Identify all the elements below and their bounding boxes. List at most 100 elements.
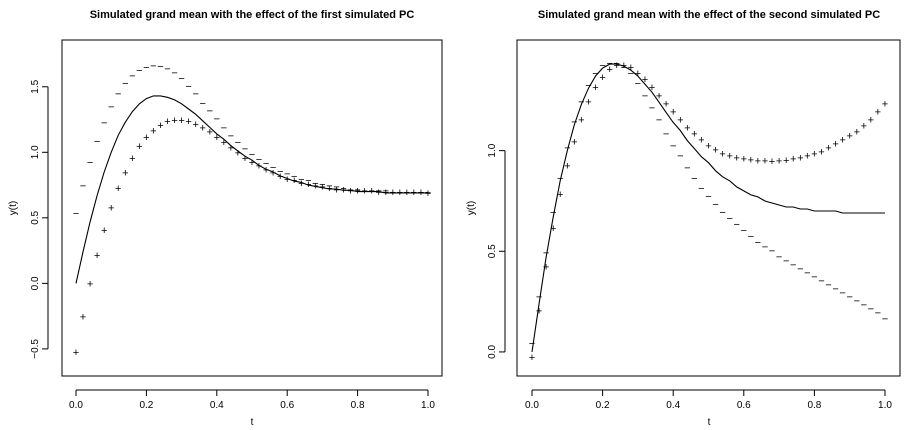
y-tick-label: 1.0 [487,143,498,157]
chart-title: Simulated grand mean with the effect of … [538,9,880,21]
series-point-mean-plus: + [94,250,100,262]
series-point-mean-minus: − [868,304,874,316]
series-point-mean-minus: − [776,251,782,263]
series-point-mean-plus: + [298,178,304,190]
series-point-mean-minus: − [263,158,269,170]
series-point-mean-minus: − [171,68,177,80]
series-point-mean-plus: + [143,132,149,144]
series-point-mean-plus: + [846,131,852,143]
panel-first-pc: Simulated grand mean with the effect of … [8,9,443,428]
series-point-mean-minus: − [599,60,605,72]
series-point-mean-minus: − [719,207,725,219]
series-point-mean-plus: + [291,175,297,187]
series-point-mean-plus: + [825,143,831,155]
series-point-mean-plus: + [762,156,768,168]
series-point-mean-minus: − [621,62,627,74]
series-point-mean-minus: − [305,175,311,187]
series-point-mean-minus: − [670,141,676,153]
series-point-mean-minus: − [368,186,374,198]
series-point-mean-minus: − [221,123,227,135]
series-point-mean-minus: − [185,81,191,93]
series-point-mean-plus: + [642,74,648,86]
series-point-mean-plus: + [649,82,655,94]
series-point-mean-plus: + [592,82,598,94]
series-point-mean-minus: − [762,241,768,253]
series-point-mean-minus: − [755,237,761,249]
plot-frame [61,39,443,377]
series-point-mean-plus: + [578,114,584,126]
series-point-mean-plus: + [361,186,367,198]
series-point-mean-minus: − [94,136,100,148]
x-tick-label: 0.0 [525,400,539,411]
series-point-mean-minus: − [150,61,156,73]
series-point-mean-plus: + [663,98,669,110]
series-point-mean-plus: + [235,148,241,160]
series-point-mean-plus: + [628,62,634,74]
series-point-mean-minus: − [846,292,852,304]
series-point-mean-minus: − [291,171,297,183]
series-point-mean-minus: − [418,187,424,199]
y-axis-label: y(t) [466,201,477,215]
series-point-mean-minus: − [698,183,704,195]
series-point-mean-plus: + [115,183,121,195]
series-point-mean-plus: + [571,137,577,149]
series-point-mean-minus: − [529,338,535,350]
series-point-mean-plus: + [242,153,248,165]
series-point-mean-minus: − [613,58,619,70]
series-point-mean-minus: − [354,184,360,196]
series-point-mean-plus: + [585,96,591,108]
series-point-mean-minus: − [684,163,690,175]
series-point-mean-minus: − [129,70,135,82]
series-point-mean-plus: + [383,187,389,199]
series-point-mean-minus: − [543,247,549,259]
y-tick-label: 0.0 [30,276,41,290]
y-tick-label: 0.5 [30,210,41,224]
series-point-mean-plus: + [564,161,570,173]
series-point-mean-plus: + [221,137,227,149]
x-axis-label: t [251,417,254,428]
series-point-mean-minus: − [178,73,184,85]
series-point-mean-plus: + [797,153,803,165]
series-point-mean-plus: + [790,154,796,166]
series-point-mean-minus: − [811,272,817,284]
series-point-mean-minus: − [733,219,739,231]
series-point-mean-minus: − [411,187,417,199]
series-point-mean-minus: − [249,149,255,161]
series-point-mean-plus: + [185,116,191,128]
series-point-mean-minus: − [312,178,318,190]
series-point-mean-plus: + [340,184,346,196]
series-point-mean-plus: + [192,119,198,131]
series-point-mean-plus: + [157,120,163,132]
series-point-mean-minus: − [804,267,810,279]
series-point-mean-minus: − [712,199,718,211]
series-point-mean-plus: + [214,132,220,144]
series-point-mean-minus: − [628,68,634,80]
series-point-mean-minus: − [592,68,598,80]
series-point-mean-minus: − [108,102,114,114]
series-point-mean-plus: + [755,155,761,167]
series-point-mean-minus: − [861,300,867,312]
series-point-mean-plus: + [811,149,817,161]
series-point-mean-plus: + [861,121,867,133]
series-point-mean-plus: + [613,60,619,72]
series-point-mean-plus: + [804,151,810,163]
series-point-mean-minus: − [284,169,290,181]
series-point-mean-plus: + [178,115,184,127]
series-point-mean-plus: + [741,154,747,166]
series-point-mean-minus: − [854,296,860,308]
series-point-mean-minus: − [642,90,648,102]
x-tick-label: 0.8 [351,400,365,411]
series-point-mean-minus: − [726,213,732,225]
series-point-mean-minus: − [677,151,683,163]
series-point-mean-minus: − [333,182,339,194]
x-tick-label: 0.0 [69,400,83,411]
series-point-mean-minus: − [790,259,796,271]
series-point-mean-plus: + [122,167,128,179]
series-point-mean-minus: − [115,89,121,101]
series-point-mean-minus: − [214,114,220,126]
series-point-mean-plus: + [529,352,535,364]
series-point-mean-minus: − [536,292,542,304]
series-point-mean-plus: + [312,180,318,192]
series-point-mean-minus: − [783,255,789,267]
series-point-mean-plus: + [705,141,711,153]
